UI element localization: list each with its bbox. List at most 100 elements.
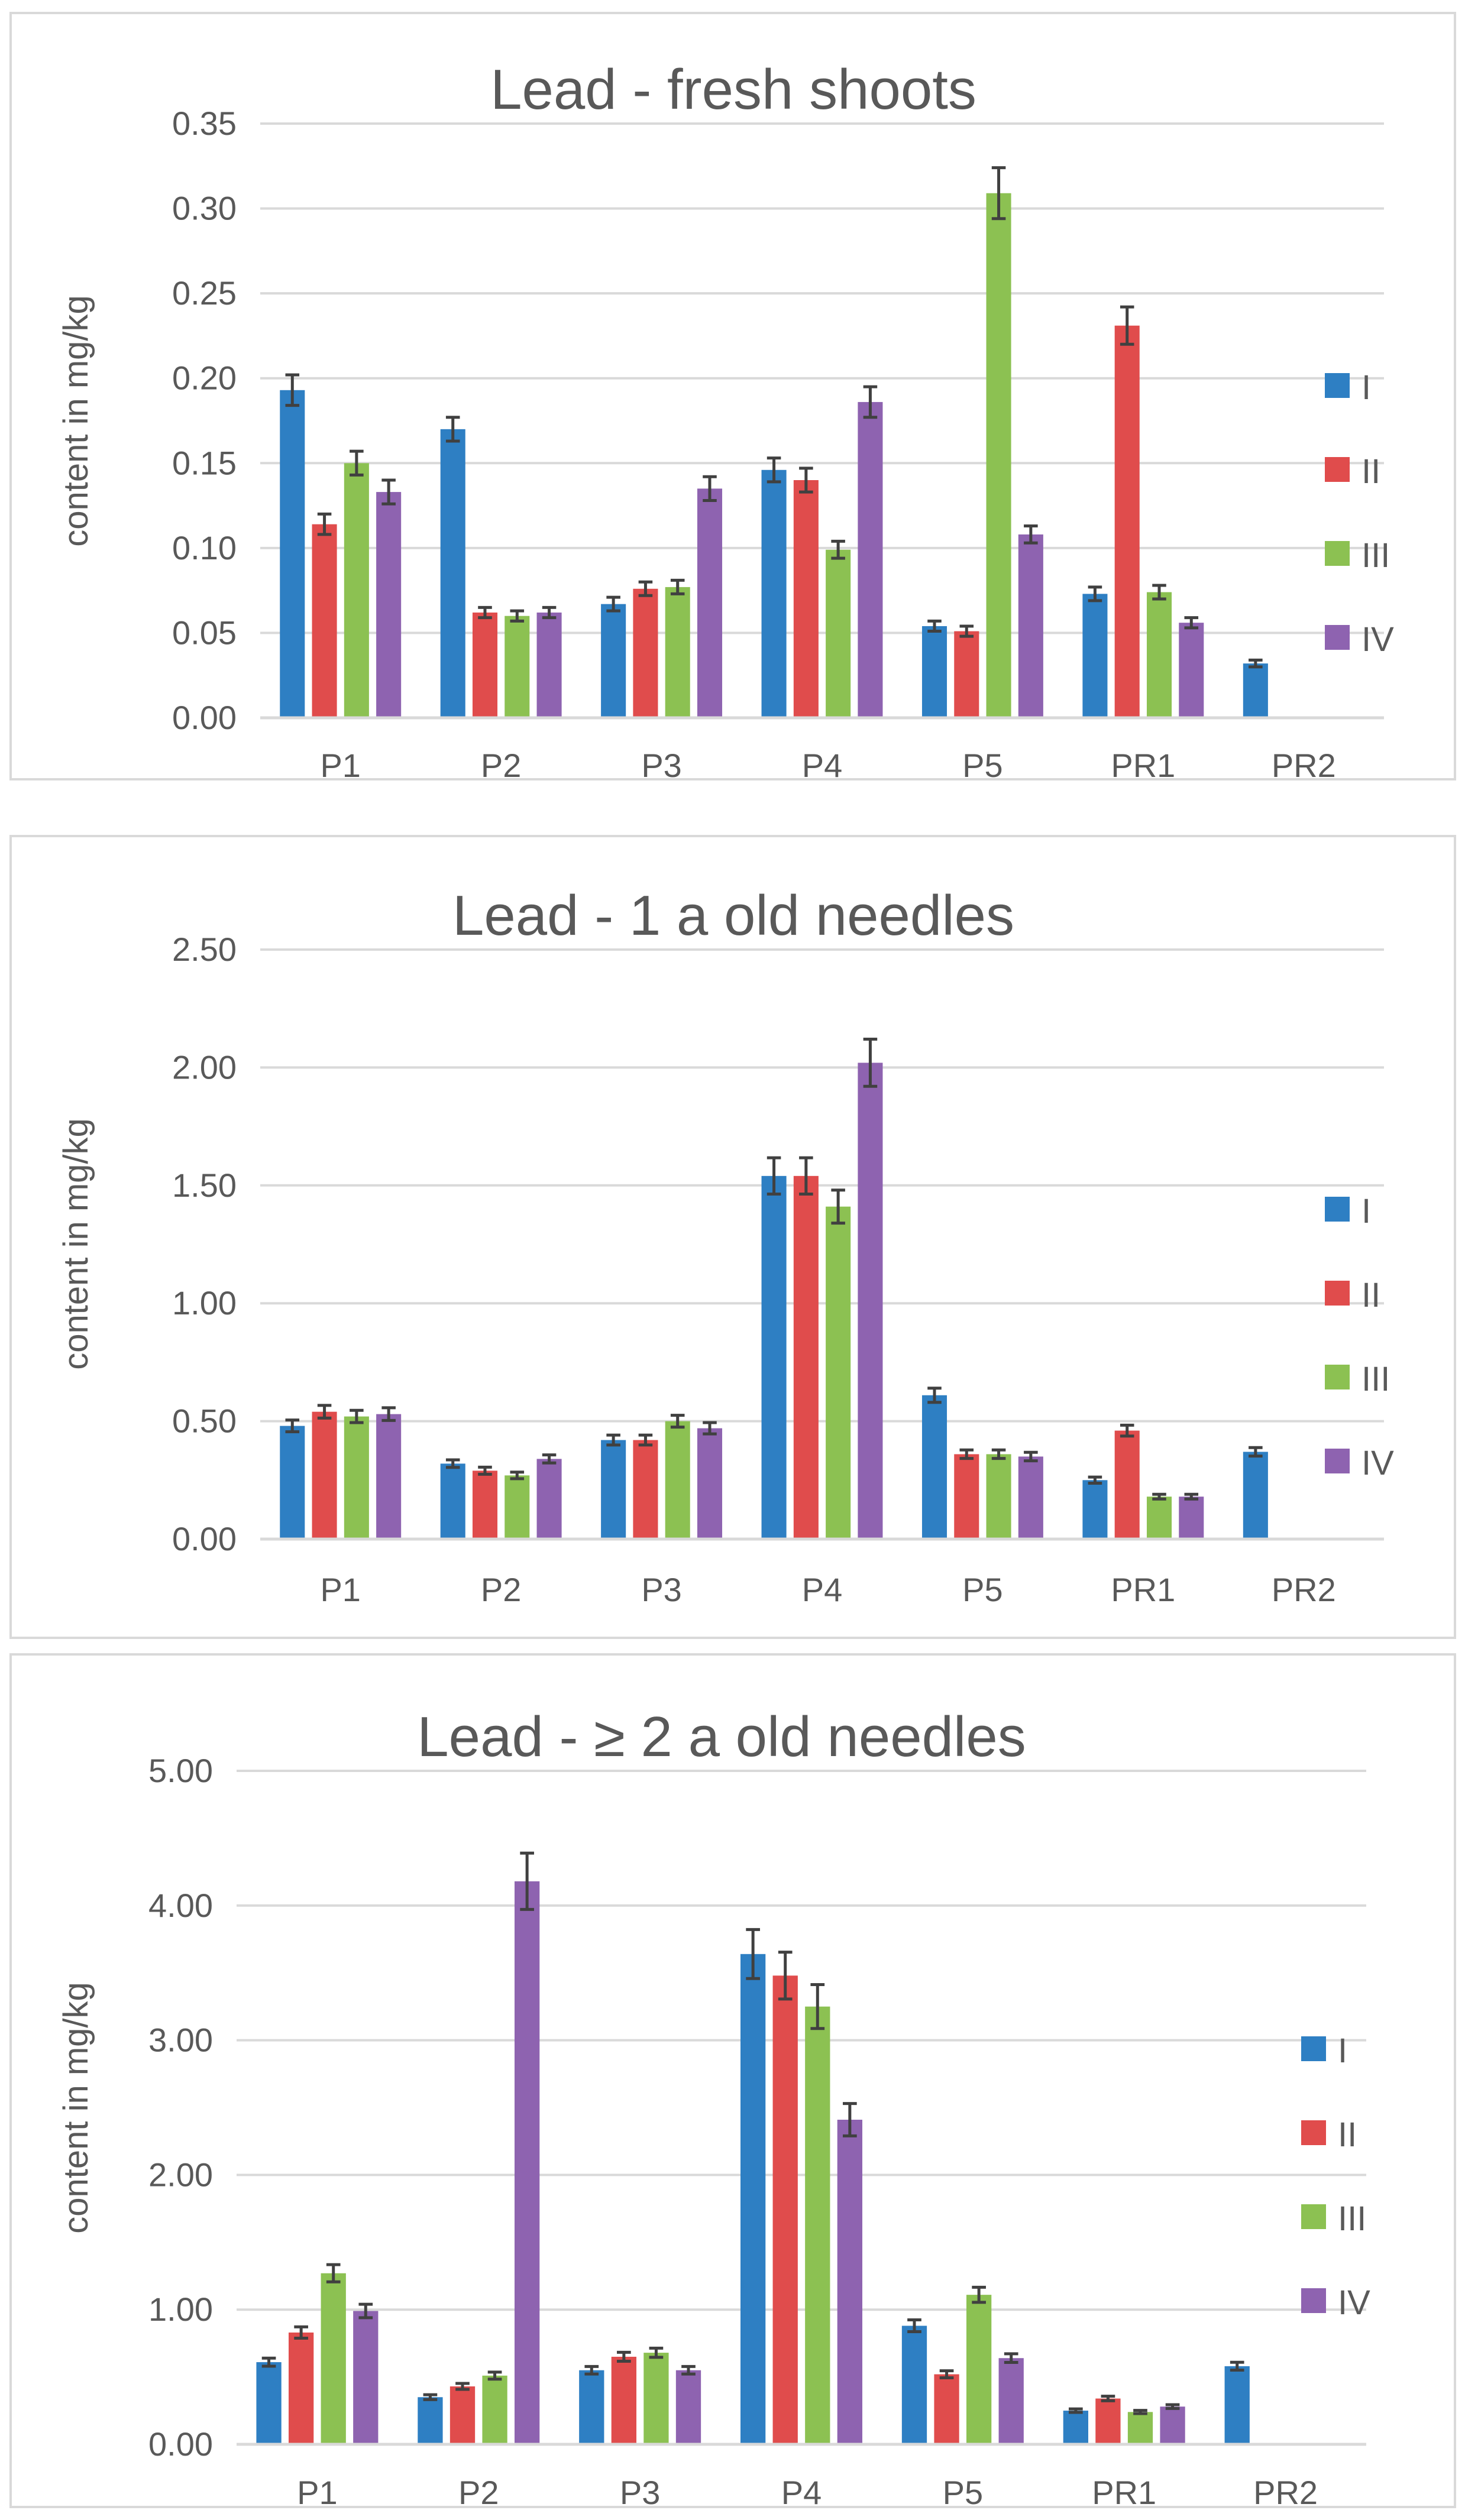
chart-title: Lead - fresh shoots	[490, 58, 976, 121]
legend-swatch-i	[1325, 1197, 1350, 1222]
legend-swatch-iv	[1325, 1449, 1350, 1473]
bar-p5-iv	[998, 2358, 1024, 2444]
x-tick-label: P4	[781, 2474, 822, 2511]
y-tick-label: 0.35	[172, 105, 237, 142]
x-tick-label: PR2	[1272, 747, 1336, 783]
legend-swatch-i	[1325, 373, 1350, 398]
chart-panel-1a-needles: Lead - 1 a old needles 0.00 0.50 1.00 1.50 2.…	[9, 835, 1456, 1639]
legend-label-ii: II	[1361, 1276, 1380, 1314]
bar-pr1-ii	[1095, 2398, 1121, 2444]
bar-p1-iii	[321, 2273, 346, 2444]
x-tick-label: PR1	[1111, 747, 1175, 783]
bar-p4-iii	[826, 549, 851, 718]
bar-p3-iv	[675, 2370, 701, 2444]
bar-p4-i	[761, 469, 787, 718]
chart-title: Lead - ≥ 2 a old needles	[417, 1705, 1026, 1768]
x-tick-label: PR2	[1272, 1571, 1336, 1608]
legend-label-iii: III	[1361, 1360, 1390, 1398]
bar-p3-ii	[611, 2356, 637, 2444]
legend-label-ii: II	[1361, 452, 1380, 491]
bar-p1-iv	[376, 492, 402, 718]
y-tick-label: 0.00	[148, 2425, 213, 2463]
bar-pr1-iv	[1179, 623, 1204, 718]
chart-title: Lead - 1 a old needles	[452, 884, 1014, 947]
bar-pr2-i	[1224, 2366, 1250, 2444]
legend-swatch-ii	[1325, 457, 1350, 482]
bar-p1-i	[280, 1426, 305, 1539]
bar-p5-iv	[1018, 1456, 1043, 1539]
x-tick-label: P3	[641, 1571, 682, 1608]
bar-p5-i	[901, 2325, 927, 2444]
y-tick-label: 2.50	[172, 931, 237, 968]
x-tick-label: PR1	[1092, 2474, 1156, 2511]
bar-p3-iv	[697, 488, 723, 718]
legend-label-iv: IV	[1361, 620, 1394, 659]
x-tick-label: P1	[320, 1571, 361, 1608]
chart-2a-old-needles: Lead - ≥ 2 a old needles 0.00 1.00 2.00 3.00…	[57, 1705, 1370, 2511]
bar-p2-i	[418, 2397, 443, 2444]
bar-pr1-iv	[1160, 2406, 1185, 2444]
bar-pr1-ii	[1114, 1430, 1140, 1539]
y-tick-label: 0.15	[172, 444, 237, 481]
bar-p1-ii	[288, 2332, 314, 2444]
bar-p5-iii	[986, 1454, 1011, 1539]
y-tick-label: 2.00	[172, 1048, 237, 1086]
legend-label-iv: IV	[1361, 1444, 1394, 1482]
legend-swatch-ii	[1325, 1281, 1350, 1306]
bar-p4-iv	[858, 401, 883, 718]
legend-label-iii: III	[1338, 2200, 1366, 2238]
bar-p2-iii	[504, 1475, 530, 1539]
bar-pr1-ii	[1114, 325, 1140, 718]
bar-p2-ii	[449, 2386, 476, 2444]
bar-p3-iii	[643, 2353, 669, 2444]
x-tick-label: P3	[620, 2474, 661, 2511]
legend-swatch-iv	[1301, 2288, 1326, 2313]
x-tick-label: P1	[297, 2474, 338, 2511]
y-tick-label: 1.00	[148, 2291, 213, 2328]
legend-swatch-iii	[1325, 1365, 1350, 1389]
bar-p1-ii	[312, 1411, 337, 1539]
bar-pr1-i	[1063, 2411, 1089, 2444]
bar-p2-i	[440, 1463, 465, 1539]
bar-p2-iii	[504, 616, 530, 718]
bar-p5-ii	[954, 1454, 979, 1539]
x-tick-label: P4	[802, 1571, 843, 1608]
x-tick-label: P2	[481, 747, 522, 783]
y-tick-label: 0.00	[172, 699, 237, 736]
y-tick-label: 0.20	[172, 359, 237, 397]
y-tick-label: 0.25	[172, 274, 237, 312]
legend-swatch-iv	[1325, 625, 1350, 650]
chart-panel-2a-needles: Lead - ≥ 2 a old needles 0.00 1.00 2.00 3.00…	[9, 1653, 1456, 2511]
y-axis-label: content in mg/kg	[57, 1982, 95, 2234]
x-tick-label: PR1	[1111, 1571, 1175, 1608]
x-tick-label: P3	[641, 747, 682, 783]
bar-p4-ii	[793, 480, 819, 718]
bar-p4-i	[761, 1175, 787, 1539]
legend-label-i: I	[1361, 1192, 1371, 1230]
bar-p5-iii	[966, 2295, 992, 2444]
bar-pr1-iii	[1127, 2412, 1153, 2444]
y-tick-label: 0.05	[172, 614, 237, 651]
bar-p3-i	[601, 1440, 626, 1539]
bar-p5-i	[921, 626, 947, 718]
y-tick-label: 0.00	[172, 1520, 237, 1557]
bar-p3-ii	[633, 588, 658, 718]
x-tick-label: P2	[481, 1571, 522, 1608]
bar-p5-iii	[986, 193, 1011, 718]
bar-p4-i	[740, 1954, 766, 2444]
legend-swatch-iii	[1301, 2204, 1326, 2229]
chart-panel-fresh-shoots: Lead - fresh shoots 0.00 0.05 0.10 0.15 0.20 0…	[9, 12, 1456, 783]
bar-p3-iii	[665, 1421, 690, 1539]
chart-1a-old-needles: Lead - 1 a old needles 0.00 0.50 1.00 1.50 2.…	[57, 884, 1394, 1608]
bar-p2-iv	[536, 612, 562, 718]
bar-pr1-iii	[1146, 1497, 1172, 1539]
y-axis-label: content in mg/kg	[57, 295, 95, 547]
y-tick-label: 4.00	[148, 1887, 213, 1924]
y-tick-label: 1.50	[172, 1167, 237, 1204]
bar-p1-i	[280, 390, 305, 718]
legend-swatch-i	[1301, 2036, 1326, 2061]
bar-p4-ii	[772, 1975, 798, 2444]
legend-label-i: I	[1338, 2032, 1347, 2070]
bar-p5-ii	[934, 2374, 959, 2444]
bar-p5-iv	[1018, 534, 1043, 718]
